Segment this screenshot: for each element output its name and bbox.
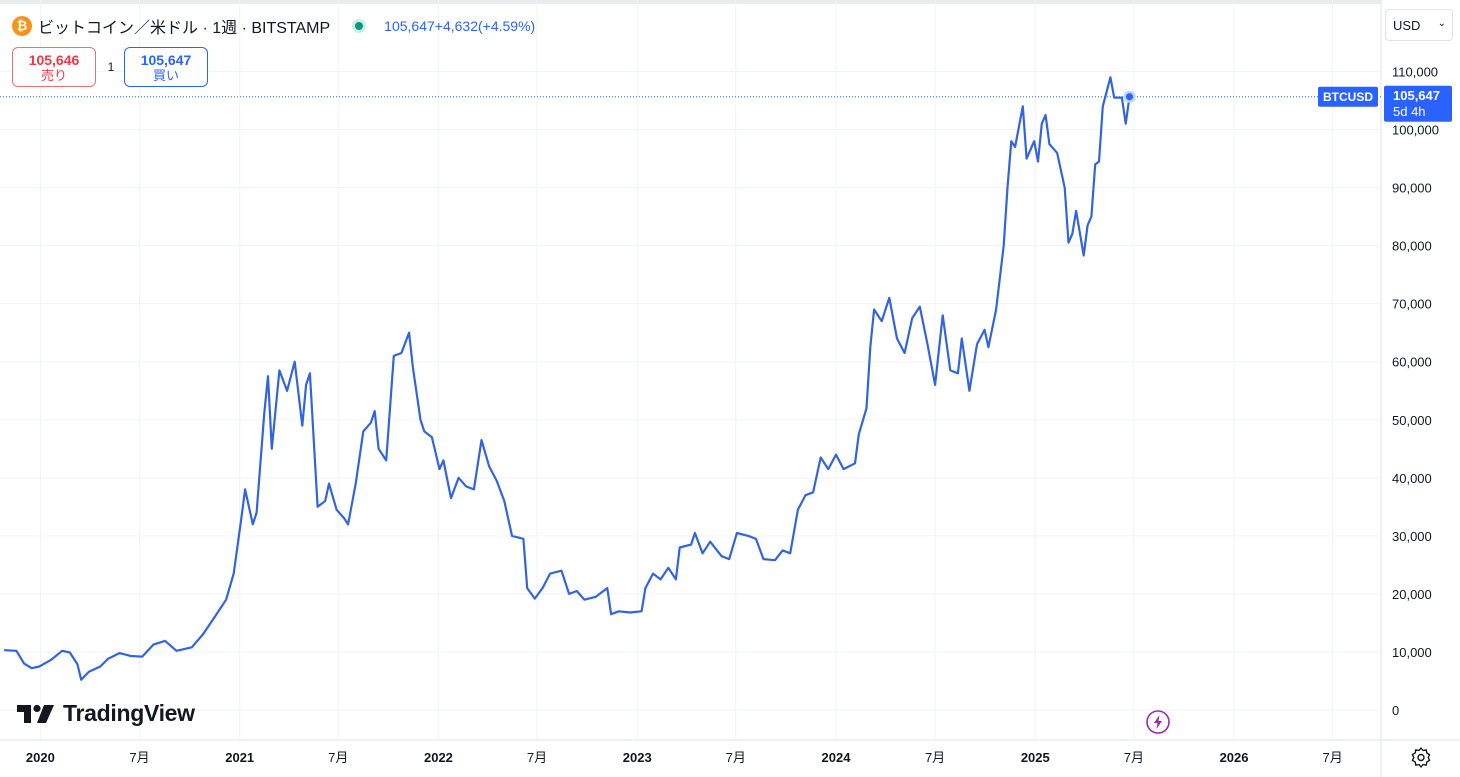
last-point-marker [1125,93,1133,101]
y-tick-label: 100,000 [1392,123,1439,138]
price-tag-box [1384,85,1452,122]
y-tick-label: 70,000 [1392,297,1432,312]
buy-button[interactable]: 105,647 買い [124,47,208,87]
price-tag-countdown: 5d 4h [1393,104,1426,119]
price-tag-value: 105,647 [1393,88,1440,103]
x-tick-label: 7月 [726,750,746,765]
price-change-percent: (+4.59%) [478,18,536,34]
currency-select[interactable]: USD ⌄ [1385,9,1453,41]
y-axis-ticks: 0 10,000 20,000 30,000 40,000 50,000 60,000 70,… [1392,65,1439,719]
x-tick-label: 2026 [1220,750,1249,765]
symbol-tag-label: BTCUSD [1323,90,1373,104]
market-open-icon[interactable] [352,19,367,33]
sell-price: 105,646 [28,52,80,68]
y-tick-label: 60,000 [1392,355,1432,370]
price-tag: BTCUSD 105,647 5d 4h [1318,85,1452,122]
y-tick-label: 80,000 [1392,239,1432,254]
y-tick-label: 50,000 [1392,413,1432,428]
symbol-tag [1318,86,1378,107]
x-tick-label: 2020 [26,750,55,765]
x-tick-label: 7月 [129,750,149,765]
sell-label: 売り [40,68,67,83]
x-axis-ticks: 2020 7月 2021 7月 2022 7月 2023 7月 2024 7月 2025 7月 2026… [26,750,1343,765]
y-tick-label: 40,000 [1392,471,1432,486]
symbol-legend[interactable]: ₿ ビットコイン／米ドル · 1週 · BITSTAMP 105,647 +4,… [12,14,535,38]
last-price: 105,647 [384,18,435,34]
x-tick-label: 7月 [1124,750,1144,765]
flash-icon[interactable] [1146,710,1170,734]
chevron-down-icon: ⌄ [1437,18,1446,29]
y-tick-label: 20,000 [1392,587,1432,602]
x-tick-label: 2021 [225,750,254,765]
x-tick-label: 7月 [527,750,547,765]
tradingview-mark-icon [17,704,54,723]
y-tick-label: 90,000 [1392,181,1432,196]
series-line [3,76,1131,681]
buy-label: 買い [152,68,179,83]
grid [0,0,1381,740]
y-tick-label: 110,000 [1392,65,1438,80]
price-change: +4,632 [434,18,478,34]
top-border [0,0,1460,4]
symbol-title: ビットコイン／米ドル · 1週 · BITSTAMP [38,20,331,37]
x-tick-label: 2024 [822,750,852,765]
currency-value: USD [1393,18,1421,33]
y-tick-label: 0 [1392,703,1399,718]
y-tick-label: 30,000 [1392,529,1432,544]
bitcoin-icon: ₿ [12,16,32,36]
settings-gear-icon[interactable] [1410,746,1432,768]
y-tick-label: 10,000 [1392,645,1432,660]
spread-value: 1 [107,60,115,74]
x-tick-label: 7月 [1322,750,1342,765]
x-tick-label: 7月 [925,750,945,765]
x-tick-label: 2025 [1021,750,1050,765]
x-tick-label: 7月 [328,750,348,765]
buy-price: 105,647 [140,52,192,68]
tradingview-logo[interactable]: TradingView [17,700,195,727]
y-axis-panel[interactable] [1381,0,1460,777]
logo-text: TradingView [63,700,195,726]
x-tick-label: 2022 [424,750,453,765]
x-tick-label: 2023 [623,750,652,765]
sell-button[interactable]: 105,646 売り [12,47,96,87]
